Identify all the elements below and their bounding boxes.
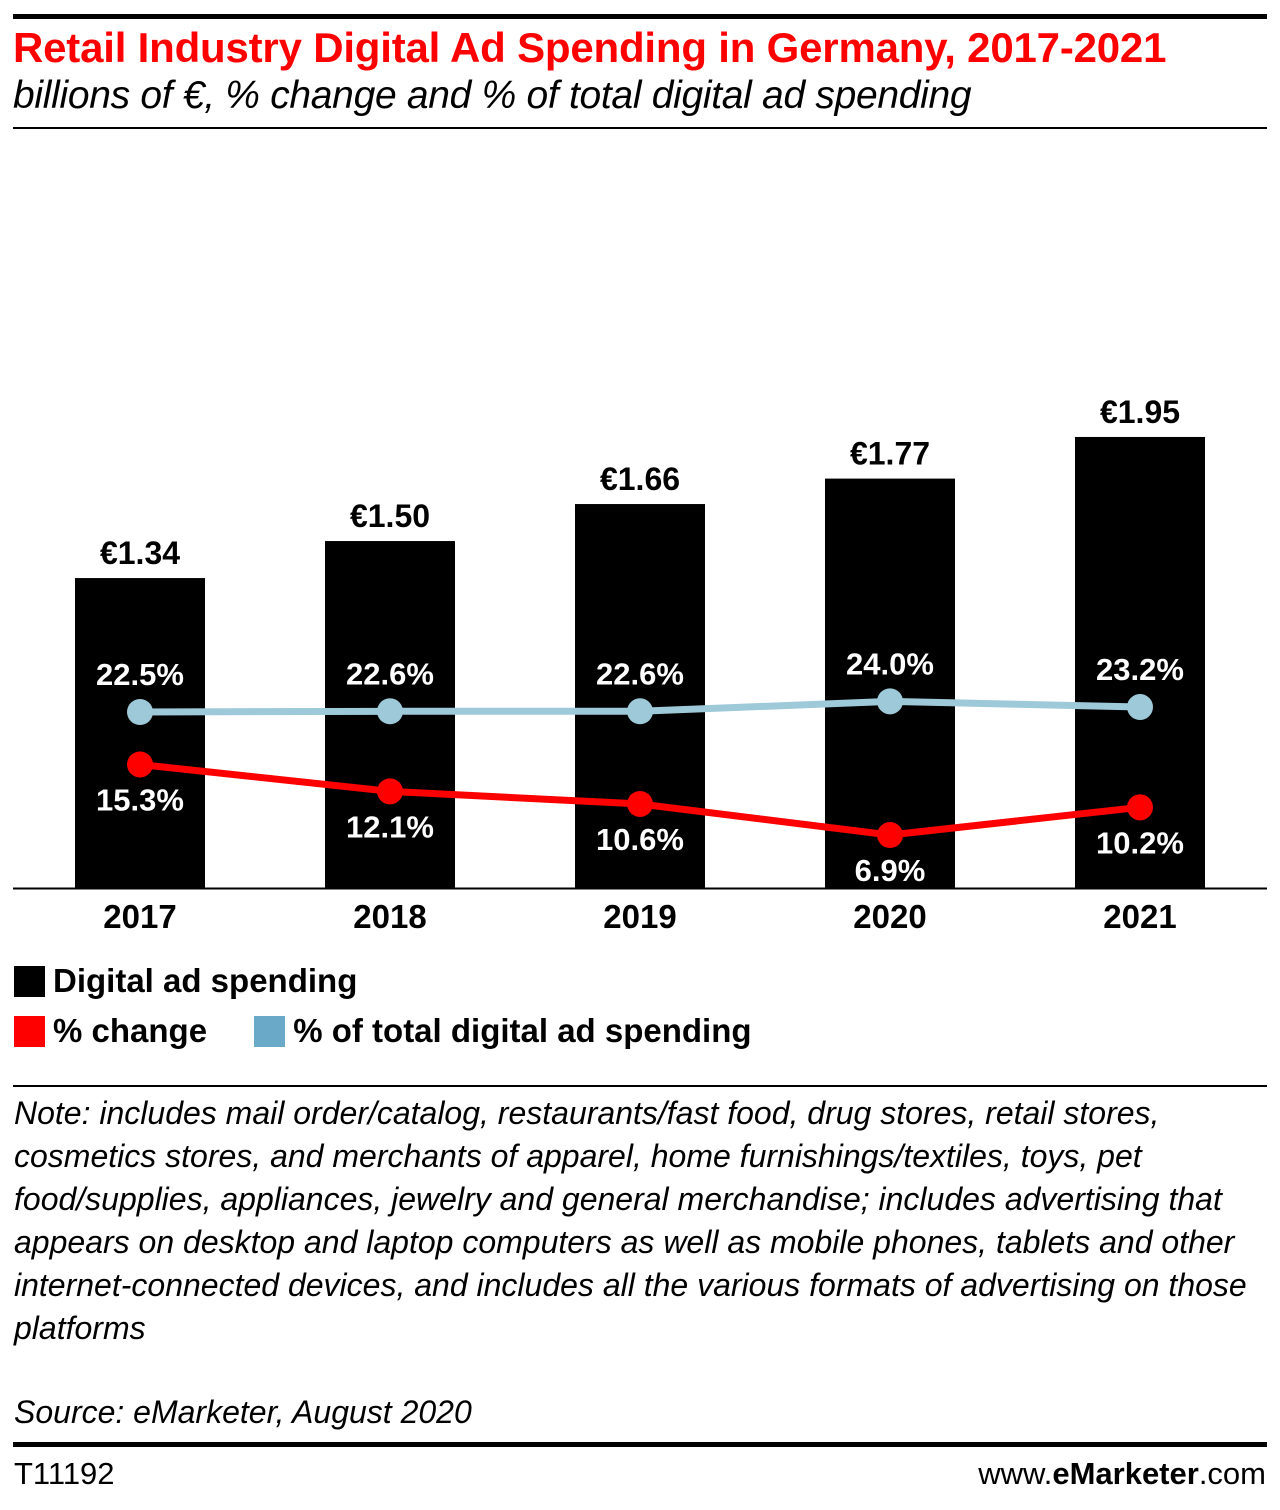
- x-tick-label: 2018: [353, 898, 426, 935]
- bar-2020: [825, 478, 955, 888]
- percent-change-point: [627, 790, 653, 817]
- legend-swatch-blue: [254, 1015, 286, 1047]
- note-rule: [13, 1085, 1267, 1087]
- bar-value-label: €1.34: [100, 535, 180, 571]
- x-tick-label: 2017: [103, 898, 176, 935]
- legend-label: Digital ad spending: [53, 962, 358, 999]
- legend-item-digital-ad-spending: Digital ad spending: [14, 962, 357, 1000]
- percent-change-label: 15.3%: [96, 782, 184, 817]
- percent-change-label: 12.1%: [346, 809, 434, 844]
- legend-swatch-red: [14, 1015, 45, 1047]
- combo-chart: €1.34 €1.50 €1.66 €1.77 €1.95 2017 2018 2019 202…: [13, 394, 1267, 935]
- percent-of-total-point: [627, 698, 653, 725]
- site-url[interactable]: www.eMarketer.com: [978, 1456, 1266, 1492]
- percent-of-total-label: 22.6%: [346, 656, 434, 691]
- top-rule: [13, 14, 1267, 19]
- percent-change-point: [1127, 794, 1153, 821]
- percent-change-point: [877, 822, 903, 849]
- legend-item-percent-change: % change: [14, 1012, 207, 1050]
- percent-of-total-label: 22.6%: [596, 656, 684, 691]
- bar-value-label: €1.77: [850, 436, 930, 472]
- percent-change-label: 10.2%: [1096, 825, 1184, 860]
- percent-of-total-label: 22.5%: [96, 657, 184, 692]
- legend-label: % change: [53, 1012, 208, 1049]
- bar-2019: [575, 504, 705, 888]
- percent-of-total-label: 23.2%: [1096, 652, 1184, 687]
- chart-id: T11192: [14, 1456, 115, 1491]
- percent-change-label: 6.9%: [855, 853, 926, 888]
- legend-label: % of total digital ad spending: [293, 1012, 752, 1049]
- footnote: Note: includes mail order/catalog, resta…: [14, 1095, 1247, 1346]
- bar-2017: [75, 578, 205, 888]
- site-suffix: .com: [1198, 1456, 1266, 1491]
- chart-title: Retail Industry Digital Ad Spending in G…: [13, 24, 1167, 71]
- x-tick-label: 2019: [603, 898, 676, 935]
- percent-change-label: 10.6%: [596, 822, 684, 857]
- x-tick-label: 2021: [1103, 898, 1176, 935]
- site-brand: eMarketer: [1052, 1456, 1199, 1491]
- x-tick-label: 2020: [853, 898, 926, 935]
- chart-subtitle: billions of €, % change and % of total d…: [13, 74, 972, 117]
- footer-rule: [13, 1442, 1267, 1447]
- legend-swatch-black: [14, 965, 45, 997]
- percent-of-total-point: [377, 698, 403, 725]
- bar-value-label: €1.66: [600, 461, 680, 497]
- source-line: Source: eMarketer, August 2020: [14, 1394, 472, 1430]
- legend-item-percent-of-total: % of total digital ad spending: [254, 1012, 752, 1050]
- percent-of-total-label: 24.0%: [846, 646, 934, 681]
- legend-row-2: % change % of total digital ad spending: [14, 1012, 790, 1055]
- percent-change-point: [127, 751, 153, 778]
- percent-of-total-point: [1127, 694, 1153, 721]
- percent-of-total-point: [877, 688, 903, 715]
- subtitle-rule: [13, 127, 1267, 129]
- bar-value-label: €1.50: [350, 498, 430, 534]
- bar-value-label: €1.95: [1100, 394, 1180, 430]
- percent-change-point: [377, 778, 403, 805]
- percent-of-total-point: [127, 699, 153, 725]
- site-prefix: www.: [978, 1456, 1053, 1491]
- legend-row-1: Digital ad spending: [14, 962, 395, 1005]
